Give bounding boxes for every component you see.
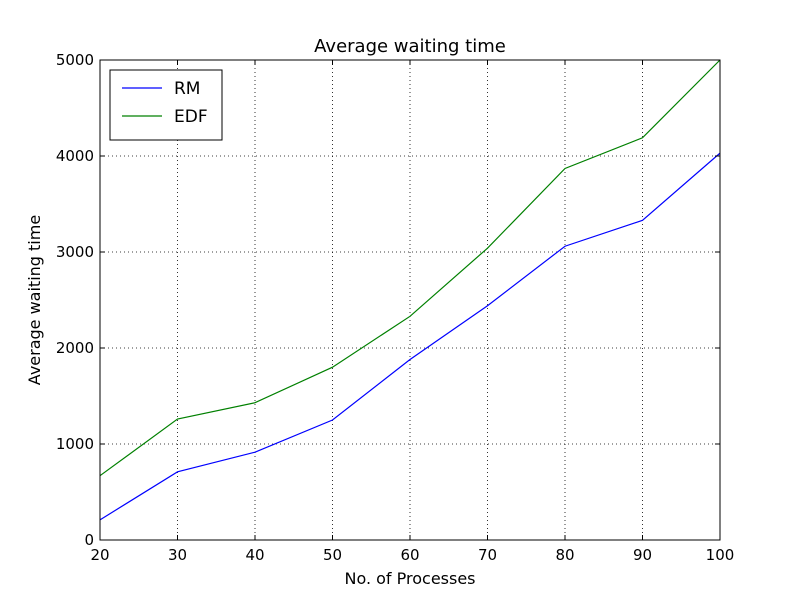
- x-tick-label: 90: [633, 546, 652, 564]
- legend-label-rm: RM: [174, 79, 200, 99]
- legend: RM EDF: [109, 69, 223, 141]
- x-tick-label: 70: [478, 546, 497, 564]
- y-tick-label: 2000: [56, 339, 94, 357]
- x-tick-label: 60: [400, 546, 419, 564]
- series-lines: [99, 59, 721, 521]
- x-tick-label: 20: [90, 546, 109, 564]
- series-line-rm: [99, 152, 721, 521]
- y-tick-label: 5000: [56, 51, 94, 69]
- y-tick-label: 4000: [56, 147, 94, 165]
- grid-lines: [100, 60, 720, 540]
- y-tick-label: 3000: [56, 243, 94, 261]
- y-tick-label: 1000: [56, 435, 94, 453]
- y-axis-label: Average waiting time: [25, 215, 44, 385]
- chart-title: Average waiting time: [314, 36, 506, 57]
- series-line-edf: [99, 59, 721, 477]
- x-tick-label: 30: [168, 546, 187, 564]
- x-tick-label: 50: [323, 546, 342, 564]
- y-tick-label: 0: [84, 531, 94, 549]
- x-axis-label: No. of Processes: [344, 569, 475, 588]
- legend-label-edf: EDF: [174, 107, 208, 127]
- legend-box: [109, 69, 223, 141]
- x-tick-label: 100: [706, 546, 735, 564]
- x-tick-label: 80: [555, 546, 574, 564]
- x-tick-label: 40: [245, 546, 264, 564]
